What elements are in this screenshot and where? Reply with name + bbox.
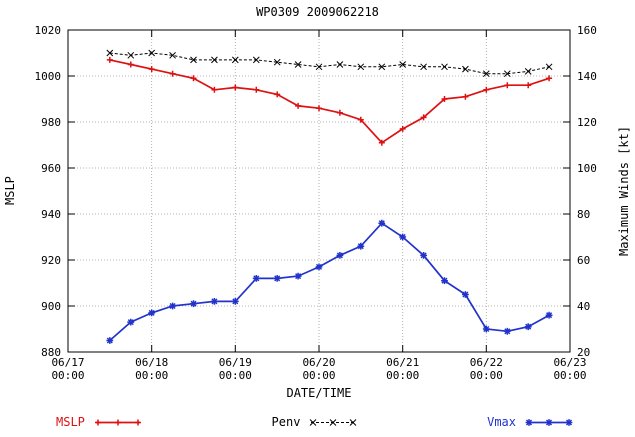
x-axis-label: DATE/TIME [286, 386, 352, 400]
mslp-line-sample-icon [94, 419, 141, 425]
svg-text:00:00: 00:00 [553, 369, 586, 382]
svg-text:06/21: 06/21 [386, 356, 419, 369]
svg-text:40: 40 [577, 300, 590, 313]
svg-text:20: 20 [577, 346, 590, 359]
svg-text:06/18: 06/18 [135, 356, 168, 369]
chart-title: WP0309 2009062218 [256, 5, 379, 19]
svg-text:900: 900 [41, 300, 61, 313]
axes [67, 29, 571, 353]
svg-text:160: 160 [577, 24, 597, 37]
svg-text:880: 880 [41, 346, 61, 359]
y-axis-label-right: Maximum Winds [kt] [617, 125, 631, 257]
svg-text:920: 920 [41, 254, 61, 267]
svg-text:06/20: 06/20 [302, 356, 335, 369]
svg-text:06/17: 06/17 [51, 356, 84, 369]
svg-text:140: 140 [577, 70, 597, 83]
svg-text:80: 80 [577, 208, 590, 221]
svg-text:1000: 1000 [35, 70, 62, 83]
penv-line-sample-icon [310, 418, 357, 426]
legend-item-vmax: Vmax [487, 415, 573, 429]
svg-text:940: 940 [41, 208, 61, 221]
legend-label-vmax: Vmax [487, 415, 516, 429]
svg-text:1020: 1020 [35, 24, 62, 37]
svg-text:980: 980 [41, 116, 61, 129]
vmax-line-sample-icon [525, 418, 573, 426]
mslp-series [106, 56, 553, 146]
tick-labels: 880 900 920 940 960 980 1000 1020 20 40 60 80 100 120… [35, 24, 597, 382]
svg-text:00:00: 00:00 [470, 369, 503, 382]
svg-text:00:00: 00:00 [386, 369, 419, 382]
legend-item-penv: Penv [272, 415, 358, 429]
svg-text:100: 100 [577, 162, 597, 175]
legend-item-mslp: MSLP [56, 415, 142, 429]
svg-text:60: 60 [577, 254, 590, 267]
svg-text:06/22: 06/22 [470, 356, 503, 369]
svg-text:00:00: 00:00 [302, 369, 335, 382]
legend: MSLP Penv Vmax [56, 412, 573, 432]
svg-text:06/19: 06/19 [219, 356, 252, 369]
svg-text:120: 120 [577, 116, 597, 129]
gridlines [68, 30, 570, 352]
svg-text:00:00: 00:00 [135, 369, 168, 382]
svg-text:00:00: 00:00 [219, 369, 252, 382]
legend-label-mslp: MSLP [56, 415, 85, 429]
penv-series [106, 49, 553, 78]
y-axis-label-left: MSLP [3, 176, 17, 206]
svg-text:00:00: 00:00 [51, 369, 84, 382]
svg-text:06/23: 06/23 [553, 356, 586, 369]
svg-text:960: 960 [41, 162, 61, 175]
legend-label-penv: Penv [271, 415, 301, 429]
vmax-series [106, 219, 553, 344]
